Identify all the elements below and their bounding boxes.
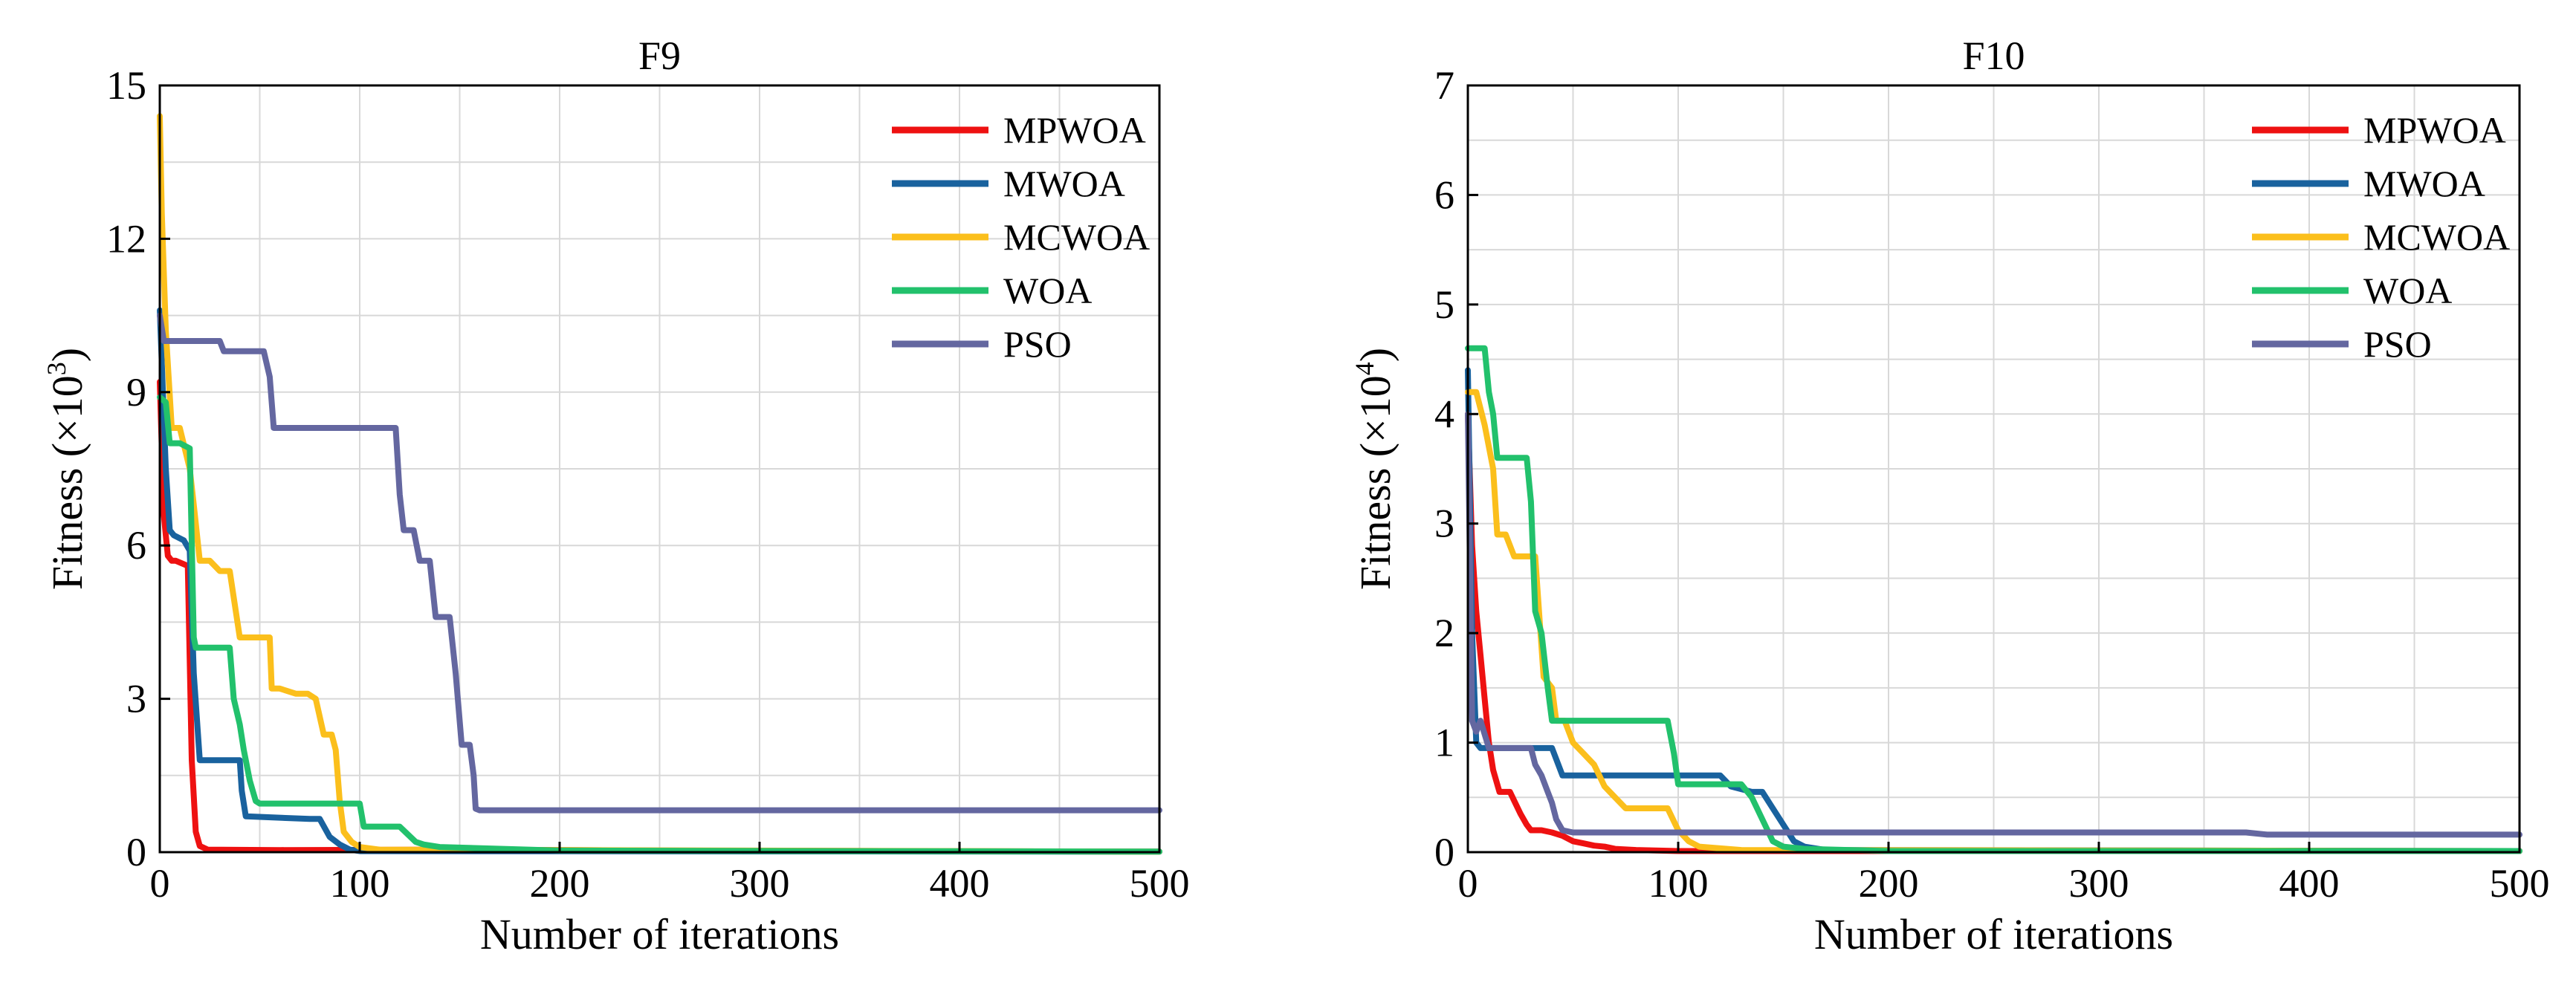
legend-label-mcwoa: MCWOA [1003,216,1150,258]
axis-ticks: 0 100 200 300 400 500 0 1 2 3 4 5 6 7 [1434,63,2550,906]
chart-panel-f9: 0 100 200 300 400 500 0 3 6 9 12 15 F9 Number of iter… [42,33,1190,958]
series-group [157,113,1162,855]
series-group [1465,345,2522,854]
legend-label-mwoa: MWOA [1003,163,1125,204]
legend-label-woa: WOA [2363,270,2452,311]
y-tick-label: 12 [106,216,146,261]
legend-label-mpwoa: MPWOA [2363,109,2506,151]
series-line-mwoa [157,307,1162,855]
y-label-close: ) [1351,348,1399,362]
x-tick-label: 300 [730,861,790,906]
legend-label-pso: PSO [2363,323,2432,365]
x-tick-label: 500 [1130,861,1190,906]
y-tick-label: 0 [126,830,146,874]
series-line-mpwoa [1465,411,2522,854]
plot-frame [158,84,1161,854]
x-tick-label: 100 [1648,861,1709,906]
x-axis-label: Number of iterations [1814,910,2173,958]
y-tick-label: 6 [126,523,146,568]
y-tick-label: 7 [1434,63,1454,108]
y-tick-label: 2 [1434,611,1454,655]
y-tick-label: 0 [1434,830,1454,874]
y-label-times: ×10 [43,375,91,443]
legend-label-mpwoa: MPWOA [1003,109,1146,151]
y-tick-label: 6 [1434,172,1454,217]
y-tick-label: 3 [126,677,146,721]
y-label-times: ×10 [1351,375,1399,443]
y-axis-label: Fitness (×104) [1350,348,1399,590]
legend-label-pso: PSO [1003,323,1072,365]
x-tick-label: 0 [150,861,170,906]
legend: MPWOA MWOA MCWOA WOA PSO [2252,109,2510,365]
series-line-woa [157,394,1162,855]
y-tick-label: 4 [1434,392,1454,436]
plot-frame [1466,84,2521,854]
y-tick-label: 5 [1434,282,1454,327]
y-tick-label: 15 [106,63,146,108]
legend-label-mwoa: MWOA [2363,163,2485,204]
series-line-pso [157,312,1162,814]
y-label-exponent: 3 [42,362,71,375]
legend: MPWOA MWOA MCWOA WOA PSO [892,109,1150,365]
x-tick-label: 0 [1458,861,1478,906]
x-tick-label: 400 [2279,861,2340,906]
x-axis-label: Number of iterations [480,910,839,958]
y-axis-label: Fitness (×103) [42,348,91,590]
x-tick-label: 500 [2490,861,2550,906]
axis-ticks: 0 100 200 300 400 500 0 3 6 9 12 15 [106,63,1190,906]
y-tick-label: 9 [126,370,146,415]
y-label-main: Fitness ( [1351,443,1399,590]
chart-panel-f10: 0 100 200 300 400 500 0 1 2 3 4 5 6 7 F10 Number of ite… [1350,33,2550,958]
y-tick-label: 1 [1434,721,1454,765]
x-tick-label: 100 [330,861,390,906]
y-label-exponent: 4 [1350,362,1379,375]
grid-lines [160,85,1159,852]
chart-title: F10 [1962,33,2025,78]
y-tick-label: 3 [1434,501,1454,546]
legend-label-mcwoa: MCWOA [2363,216,2510,258]
y-label-close: ) [43,348,91,362]
x-tick-label: 400 [930,861,990,906]
series-line-pso [1465,411,2522,838]
x-tick-label: 300 [2069,861,2129,906]
y-label-main: Fitness ( [43,443,91,590]
legend-label-woa: WOA [1003,270,1092,311]
x-tick-label: 200 [1859,861,1919,906]
grid-lines [1468,85,2520,852]
chart-title: F9 [638,33,681,78]
x-tick-label: 200 [530,861,590,906]
